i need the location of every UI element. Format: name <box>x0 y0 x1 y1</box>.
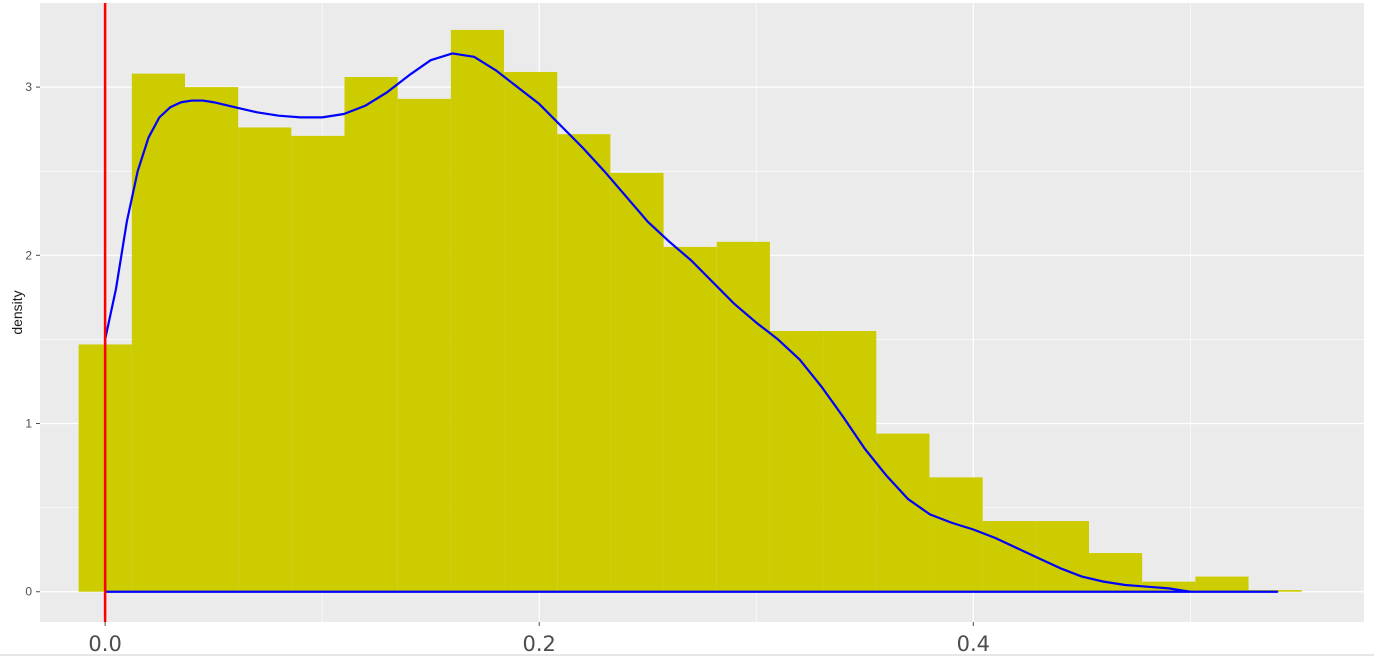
histogram-bar <box>1195 576 1249 592</box>
y-tick-label: 0 <box>25 585 32 599</box>
histogram-bars <box>78 29 1302 592</box>
histogram-bar <box>823 331 877 592</box>
y-tick-label: 2 <box>25 248 32 262</box>
density-curve <box>104 52 1279 593</box>
histogram-bar <box>876 433 930 592</box>
histogram-bar <box>929 477 983 592</box>
histogram-bar <box>610 172 664 592</box>
y-axis-title: density <box>9 290 25 334</box>
histogram-bar <box>238 127 292 592</box>
x-tick-label: 0.4 <box>957 632 990 656</box>
histogram-bar <box>504 71 558 592</box>
histogram-bar <box>716 241 770 592</box>
histogram-bar <box>131 73 185 592</box>
y-axis-ticks: 0 1 2 3 <box>25 80 40 599</box>
histogram-bar <box>397 98 451 592</box>
histogram-bar <box>557 134 611 592</box>
histogram-bar <box>1035 521 1089 592</box>
x-tick-label: 0.2 <box>523 632 556 656</box>
histogram-bar <box>1142 581 1196 592</box>
histogram-bar <box>450 29 505 592</box>
y-tick-label: 3 <box>25 80 32 94</box>
histogram-bar <box>344 77 398 592</box>
histogram-bar <box>982 521 1036 592</box>
histogram-bar <box>663 246 717 592</box>
x-axis-ticks: 0.0 0.2 0.4 <box>88 622 990 656</box>
x-tick-label: 0.0 <box>88 632 121 656</box>
histogram-bar <box>291 135 345 592</box>
histogram-bar <box>184 87 239 592</box>
histogram-bar <box>769 331 824 592</box>
y-tick-label: 1 <box>25 417 32 431</box>
